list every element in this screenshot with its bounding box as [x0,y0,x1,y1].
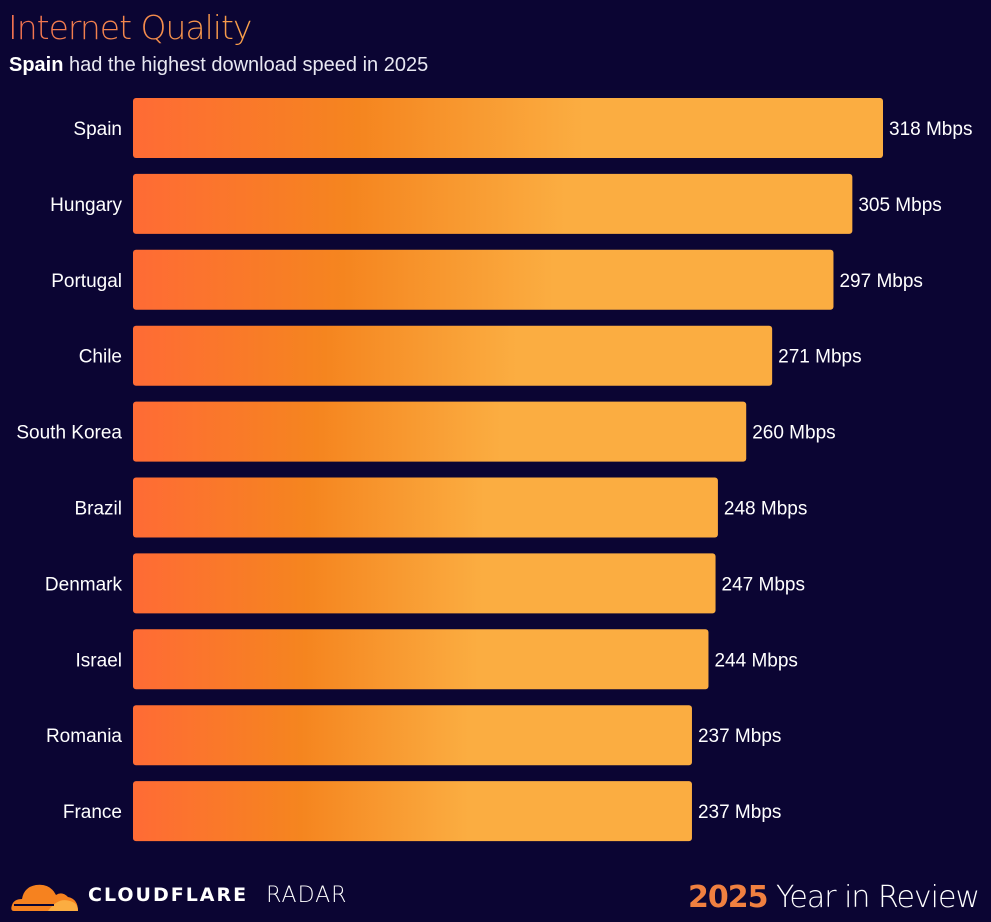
value-label: 247 Mbps [722,574,805,595]
bar-brazil [133,477,718,538]
value-label: 271 Mbps [778,347,861,368]
bar-chile [133,325,773,386]
subtitle-text: had the highest download speed in 2025 [63,54,429,76]
subtitle-highlight: Spain [9,54,64,76]
category-label: Hungary [50,195,122,216]
bar-france [133,781,692,842]
bar-hungary [133,173,853,234]
bar-israel [133,629,709,690]
category-label: Brazil [74,499,122,520]
bar-denmark [133,553,716,614]
product-name: RADAR [266,882,348,908]
bar-spain [133,98,883,158]
value-label: 260 Mbps [752,423,835,444]
category-label: France [63,802,122,823]
category-label: Chile [79,347,122,368]
cloud-icon [11,884,78,911]
bar-south-korea [133,401,747,462]
value-label: 297 Mbps [839,271,922,292]
bar-chart: Spain 318 Mbps Hungary 305 Mbps Portugal 297 … [16,98,972,842]
value-label: 305 Mbps [858,195,941,216]
value-label: 237 Mbps [698,726,781,747]
cloudflare-radar-logo: CLOUDFLARE RADAR [8,877,347,913]
value-label: 248 Mbps [724,499,807,520]
value-label: 244 Mbps [714,650,797,671]
value-label: 237 Mbps [698,802,781,823]
year-in-review: 2025 Year in Review [687,880,980,915]
chart-subtitle: Spain had the highest download speed in … [9,54,428,77]
category-label: South Korea [16,423,122,444]
bar-romania [133,705,692,766]
tagline: Year in Review [767,880,980,915]
category-label: Portugal [51,271,122,292]
category-label: Denmark [45,574,123,595]
category-label: Spain [73,119,122,140]
chart-title: Internet Quality [8,8,252,47]
category-label: Romania [46,726,122,747]
category-label: Israel [76,650,122,671]
brand-name: CLOUDFLARE [88,884,249,906]
value-label: 318 Mbps [889,119,972,140]
year: 2025 [687,880,768,915]
bar-portugal [133,249,834,310]
